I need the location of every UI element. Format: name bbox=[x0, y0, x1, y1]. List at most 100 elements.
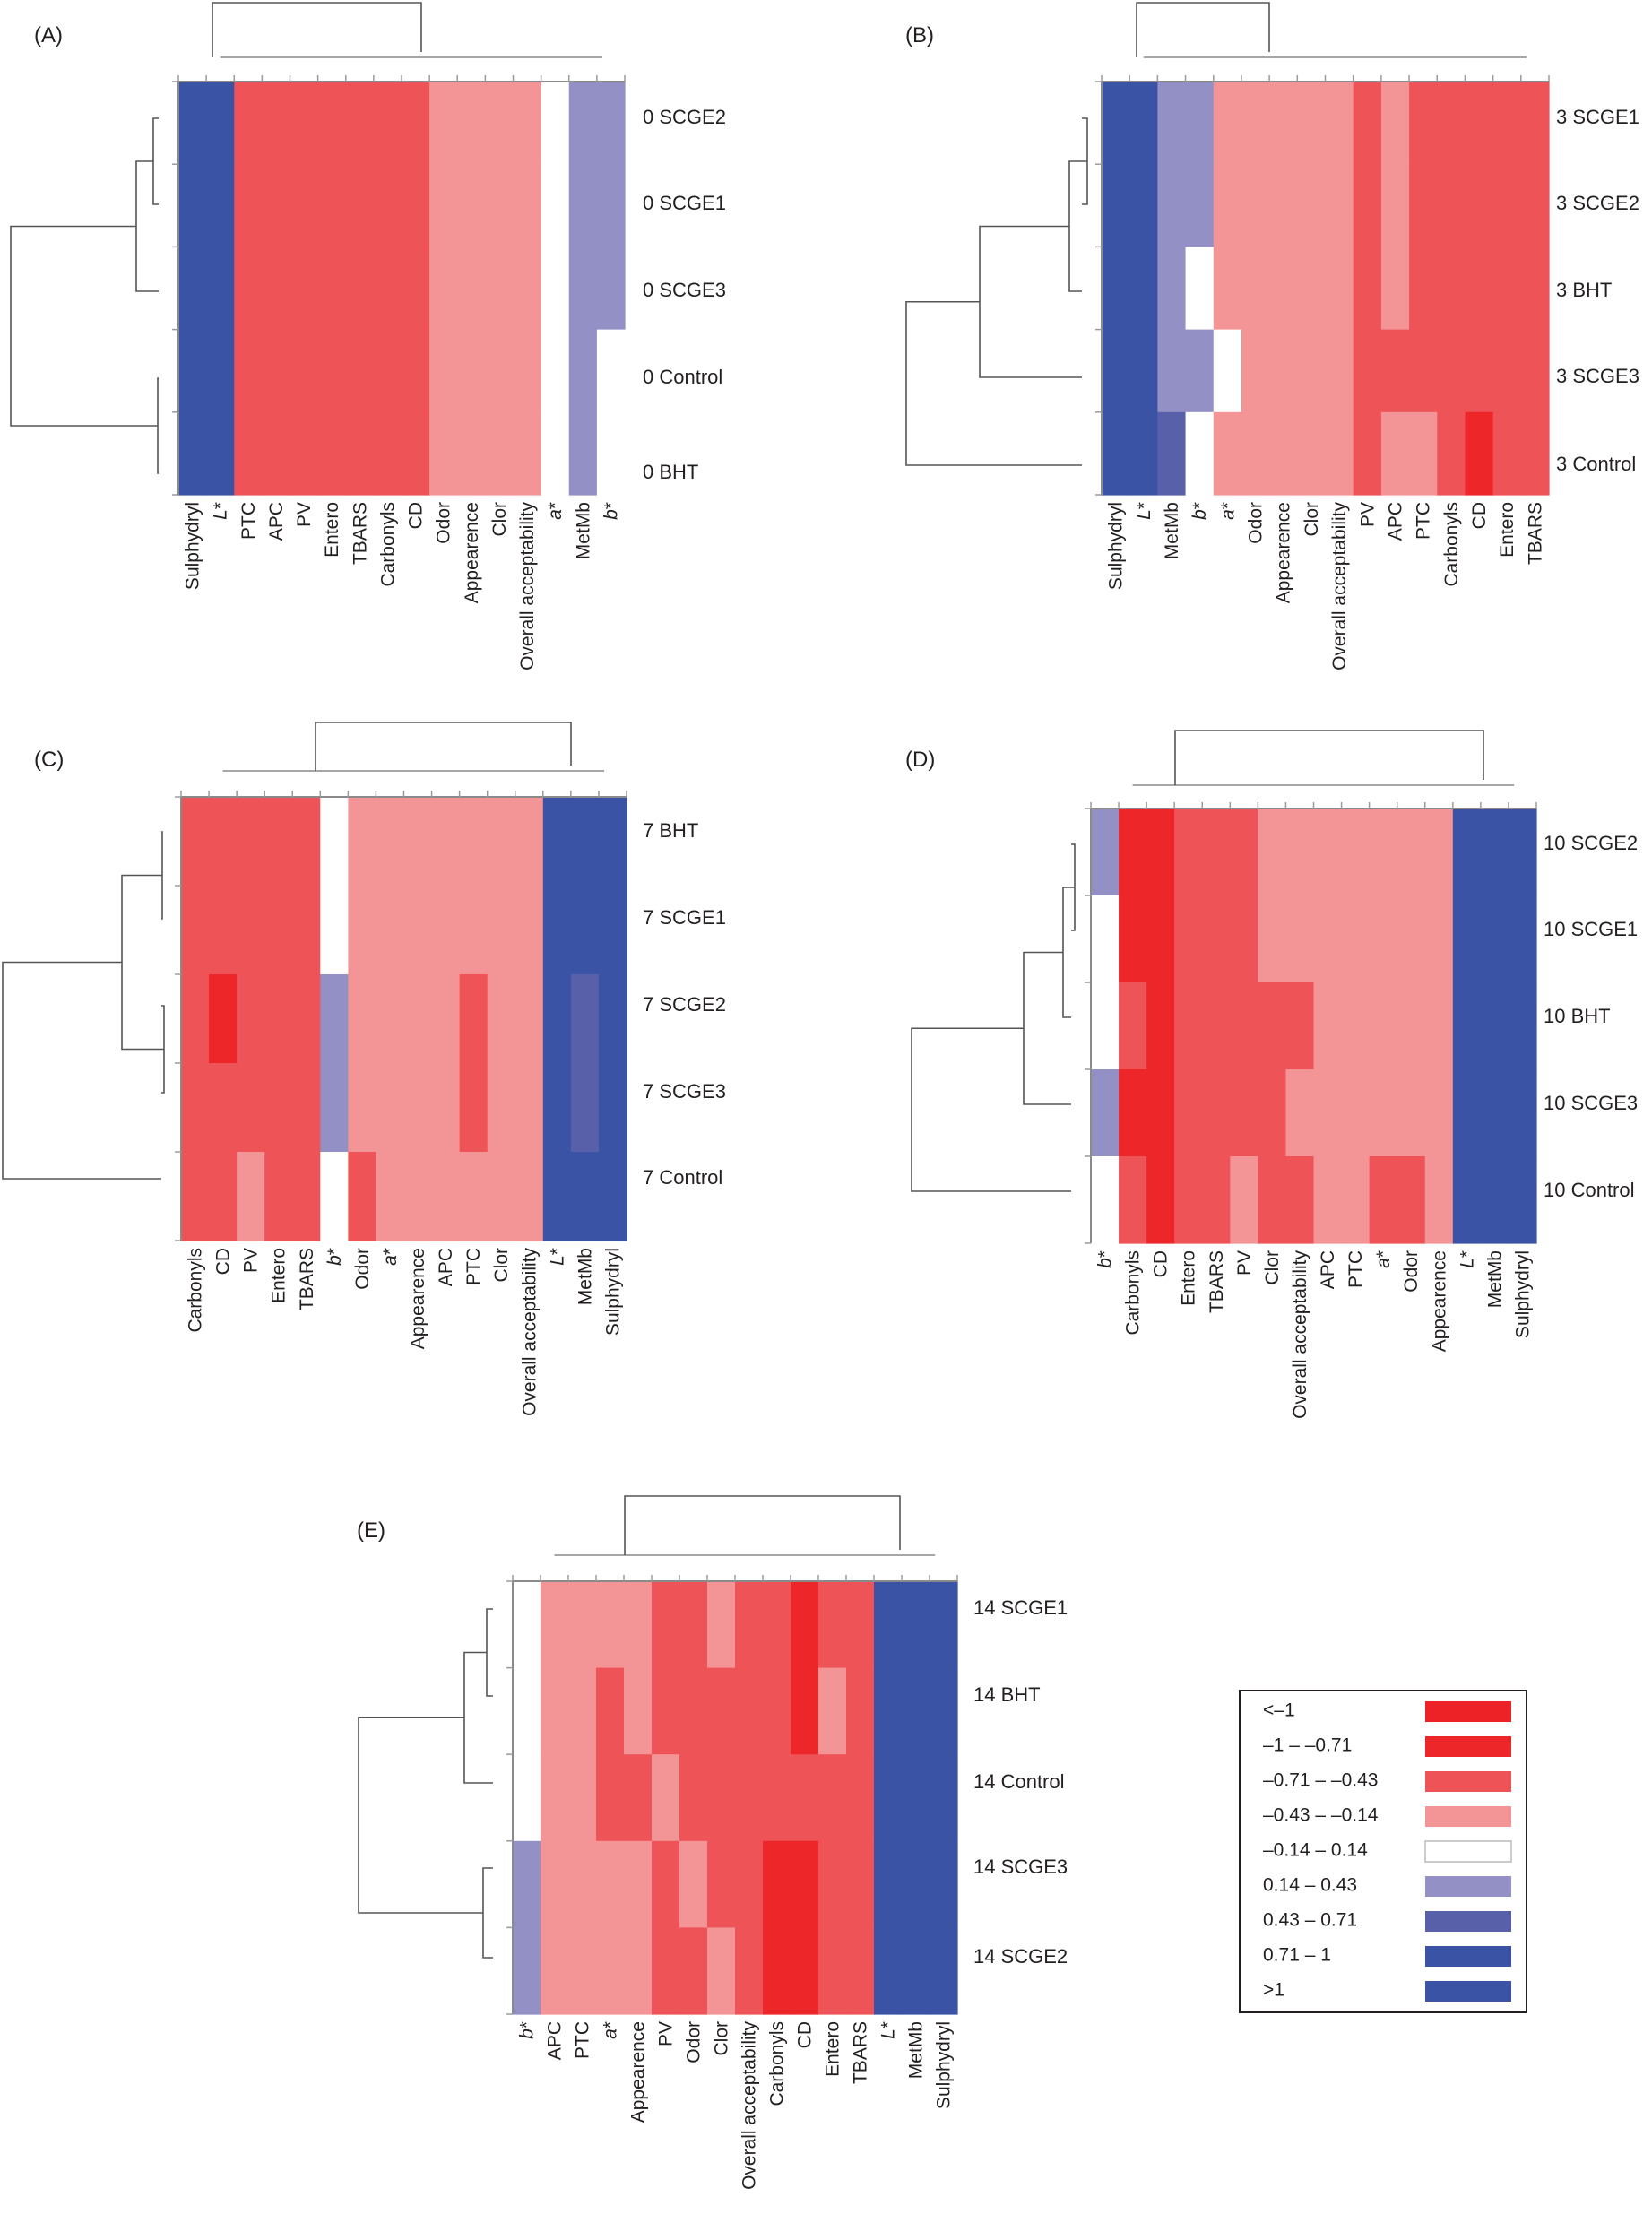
heatmap-cell bbox=[1285, 982, 1315, 1070]
heatmap-cell bbox=[429, 164, 458, 247]
column-label: PV bbox=[1357, 502, 1378, 527]
heatmap-cell bbox=[402, 82, 430, 165]
heatmap-cell bbox=[568, 164, 598, 247]
heatmap-cell bbox=[1465, 164, 1494, 247]
heatmap-cell bbox=[181, 797, 210, 887]
heatmap-cell bbox=[457, 82, 486, 165]
heatmap-cell bbox=[1313, 809, 1343, 896]
heatmap-cell bbox=[1424, 982, 1454, 1070]
heatmap-cell bbox=[735, 1667, 764, 1755]
heatmap-cell bbox=[345, 247, 375, 331]
heatmap-cell bbox=[515, 797, 544, 887]
heatmap-cell bbox=[513, 1840, 541, 1928]
heatmap-cell bbox=[1480, 809, 1509, 896]
legend-label: 0.43 – 0.71 bbox=[1263, 1910, 1357, 1931]
heatmap-cell bbox=[1508, 1156, 1537, 1244]
heatmap-cell bbox=[1091, 982, 1120, 1070]
heatmap-cell bbox=[818, 1927, 847, 2015]
heatmap-cell bbox=[1202, 982, 1231, 1070]
column-label: Appearence bbox=[628, 2021, 649, 2123]
heatmap-cell bbox=[596, 1840, 625, 1928]
heatmap-cell bbox=[846, 1927, 875, 2015]
heatmap-cell bbox=[930, 1581, 958, 1669]
heatmap-cell bbox=[1297, 411, 1327, 496]
column-label: TBARS bbox=[1207, 1250, 1227, 1313]
column-label: Odor bbox=[434, 502, 454, 544]
column-dendrogram bbox=[554, 1495, 936, 1556]
heatmap-cell bbox=[264, 886, 293, 975]
row-label: 3 SCGE3 bbox=[1556, 365, 1639, 387]
heatmap-cell bbox=[262, 329, 291, 413]
heatmap-cell bbox=[292, 797, 321, 887]
column-label: a* bbox=[601, 2021, 621, 2039]
heatmap-cell bbox=[1258, 1069, 1287, 1157]
legend-label: >1 bbox=[1263, 1980, 1284, 2001]
dendrogram-branch bbox=[152, 117, 159, 205]
heatmap-cell bbox=[234, 164, 263, 247]
legend-label: –0.71 – –0.43 bbox=[1263, 1770, 1378, 1791]
heatmap-cell bbox=[262, 164, 291, 247]
heatmap-cell bbox=[317, 82, 347, 165]
column-label: MetMb bbox=[1484, 1250, 1505, 1308]
heatmap-cell bbox=[1409, 164, 1438, 247]
heatmap-cell bbox=[1313, 895, 1343, 983]
heatmap-cell bbox=[1174, 982, 1203, 1070]
heatmap-cell bbox=[791, 1754, 819, 1842]
row-dendrogram bbox=[2, 831, 165, 1180]
heatmap-cell bbox=[1285, 1069, 1315, 1157]
heatmap-cell bbox=[735, 1840, 764, 1928]
column-label: Odor bbox=[684, 2021, 705, 2063]
panel-label: (B) bbox=[905, 23, 934, 48]
heatmap-cell bbox=[1185, 329, 1215, 413]
column-label: a* bbox=[545, 502, 566, 520]
row-label: 0 SCGE3 bbox=[643, 279, 726, 301]
heatmap-cell bbox=[1424, 1156, 1454, 1244]
heatmap-cell bbox=[1230, 895, 1258, 983]
legend-label: <–1 bbox=[1263, 1700, 1295, 1721]
column-label: b* bbox=[601, 502, 621, 520]
heatmap-cell bbox=[348, 1152, 377, 1241]
heatmap-cell bbox=[234, 329, 263, 413]
heatmap-cell bbox=[1508, 809, 1537, 896]
heatmap-cell bbox=[1213, 164, 1242, 247]
heatmap-cell bbox=[1297, 329, 1327, 413]
heatmap-cell bbox=[1492, 82, 1522, 165]
heatmap-cell bbox=[373, 411, 402, 496]
heatmap-cell bbox=[874, 1581, 903, 1669]
heatmap-cell bbox=[1508, 982, 1537, 1070]
heatmap-cell bbox=[290, 247, 319, 331]
heatmap-cell bbox=[1258, 1156, 1287, 1244]
heatmap-cell bbox=[402, 411, 430, 496]
heatmap-cell bbox=[902, 1754, 930, 1842]
heatmap-cell bbox=[457, 329, 486, 413]
column-label: APC bbox=[436, 1248, 456, 1286]
heatmap-cell bbox=[485, 247, 515, 331]
heatmap-cell bbox=[598, 797, 627, 887]
heatmap-panel-d: (D) 10 SCGE2 10 SCGE1 10 BHT 10 SCGE3 10 Cont… bbox=[905, 730, 1638, 1419]
heatmap-cell bbox=[1230, 982, 1258, 1070]
heatmap-cell bbox=[1102, 82, 1130, 165]
heatmap-cell bbox=[541, 164, 570, 247]
heatmap-cell bbox=[1146, 1156, 1175, 1244]
heatmap-cell bbox=[1241, 329, 1270, 413]
heatmap-cell bbox=[1313, 982, 1343, 1070]
heatmap-cell bbox=[487, 797, 516, 887]
column-label: MetMb bbox=[575, 1248, 595, 1305]
heatmap-cell bbox=[735, 1927, 764, 2015]
heatmap-cell bbox=[181, 1063, 210, 1153]
heatmap-cell bbox=[818, 1754, 847, 1842]
heatmap-cell bbox=[846, 1754, 875, 1842]
column-label: Carbonyls bbox=[1441, 502, 1462, 587]
heatmap-cell bbox=[1397, 982, 1426, 1070]
heatmap-cell bbox=[345, 411, 375, 496]
heatmap-cell bbox=[178, 164, 207, 247]
column-label: Odor bbox=[1401, 1250, 1422, 1293]
heatmap-cell bbox=[1492, 164, 1522, 247]
heatmap-cell bbox=[1380, 329, 1410, 413]
heatmap-cell bbox=[846, 1840, 875, 1928]
heatmap-cell bbox=[541, 1667, 569, 1755]
heatmap-cell bbox=[290, 164, 319, 247]
heatmap-cell bbox=[237, 886, 265, 975]
dendrogram-branch bbox=[157, 377, 159, 474]
heatmap-cell bbox=[320, 974, 349, 1064]
